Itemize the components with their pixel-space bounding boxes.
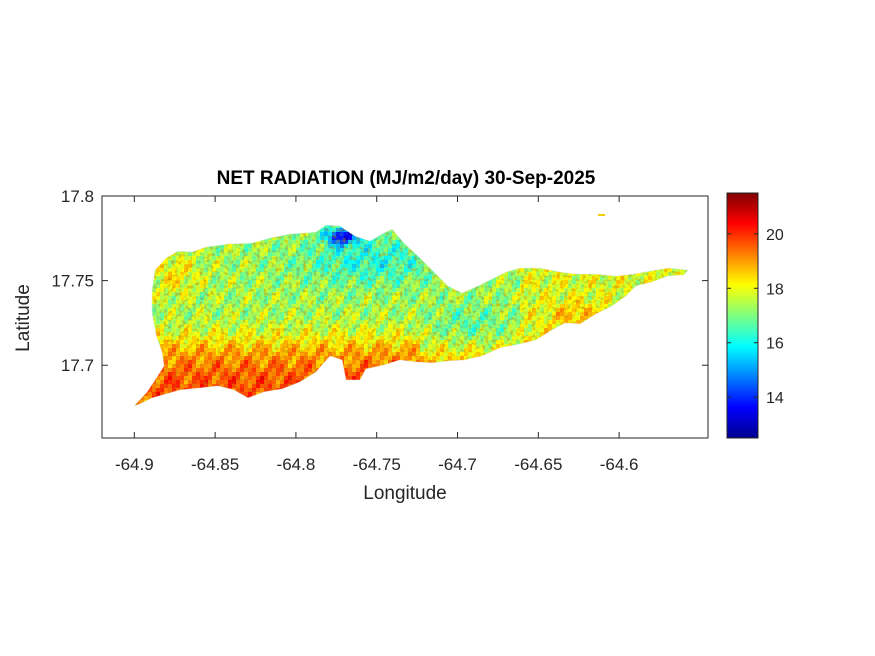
map-axes: -64.9 -64.85 -64.8 -64.75 -64.7 -64.65 -64.6 1… xyxy=(51,187,709,474)
plot-title: NET RADIATION (MJ/m2/day) 30-Sep-2025 xyxy=(217,168,596,189)
